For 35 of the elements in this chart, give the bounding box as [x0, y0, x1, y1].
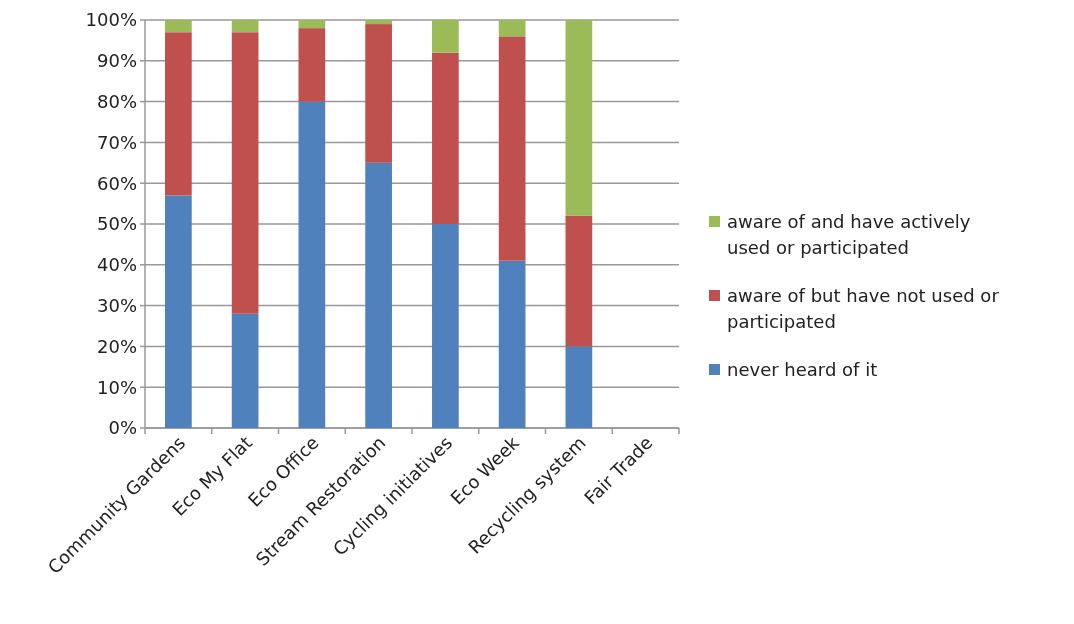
- bar: [165, 195, 192, 428]
- bar: [565, 346, 593, 428]
- bar: [365, 162, 392, 428]
- y-tick-label: 90%: [96, 50, 137, 72]
- bar: [165, 32, 192, 196]
- y-tick-label: 30%: [96, 294, 137, 316]
- y-tick-label: 40%: [96, 254, 137, 276]
- y-tick-label: 20%: [96, 335, 137, 357]
- bar: [298, 20, 326, 29]
- legend-label: never heard of it: [727, 359, 878, 380]
- bar: [498, 260, 526, 428]
- bar: [365, 20, 392, 25]
- bar: [231, 20, 259, 33]
- bar: [432, 20, 459, 53]
- bar: [565, 20, 593, 216]
- legend-label: aware of but have not used or participated: [727, 285, 1000, 332]
- bar: [432, 224, 459, 428]
- y-tick-label: 60%: [96, 172, 137, 194]
- y-tick-label: 100%: [85, 9, 137, 31]
- bar: [498, 20, 526, 37]
- bar: [565, 215, 593, 347]
- y-tick-label: 70%: [96, 131, 137, 153]
- bar: [498, 36, 526, 261]
- bar: [298, 28, 326, 102]
- y-tick-label: 10%: [96, 376, 137, 398]
- bar: [365, 24, 392, 163]
- bar: [432, 52, 459, 224]
- bar: [165, 20, 192, 33]
- y-tick-label: 0%: [108, 417, 137, 439]
- bar: [231, 32, 259, 314]
- legend-label: aware of and have actively used or participated: [727, 211, 971, 258]
- y-tick-label: 50%: [96, 213, 137, 235]
- bar: [298, 101, 326, 428]
- bar: [231, 313, 259, 428]
- y-tick-label: 80%: [96, 90, 137, 112]
